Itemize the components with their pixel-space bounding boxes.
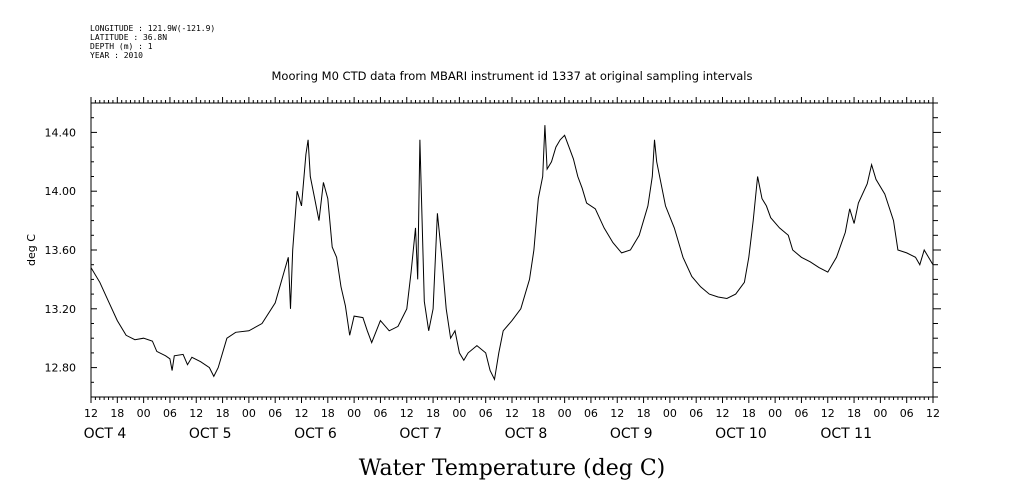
x-tick-label: 12: [610, 407, 624, 420]
y-tick-labels: 12.80 13.20 13.60 14.00 14.40: [45, 126, 77, 374]
metadata-block: LONGITUDE : 121.9W(-121.9) LATITUDE : 36…: [90, 24, 215, 60]
x-tick-label: 06: [584, 407, 598, 420]
x-day-label: OCT 10: [715, 426, 767, 442]
x-tick-label: 12: [400, 407, 414, 420]
plot-frame: [90, 102, 934, 398]
axis-ticks: [90, 97, 941, 403]
x-tick-label: 06: [479, 407, 493, 420]
x-tick-label: 06: [794, 407, 808, 420]
x-tick-label: 12: [84, 407, 98, 420]
x-tick-label: 12: [505, 407, 519, 420]
x-tick-label: 00: [873, 407, 887, 420]
meta-longitude: LONGITUDE : 121.9W(-121.9): [90, 24, 215, 33]
x-tick-label: 00: [137, 407, 151, 420]
x-tick-label: 18: [847, 407, 861, 420]
y-axis-label: deg C: [25, 234, 38, 266]
x-day-label: OCT 5: [189, 426, 232, 442]
x-tick-label: 00: [452, 407, 466, 420]
x-tick-label: 18: [216, 407, 230, 420]
meta-depth: DEPTH (m) : 1: [90, 42, 153, 51]
x-tick-label: 18: [110, 407, 124, 420]
x-tick-label: 00: [558, 407, 572, 420]
x-tick-label: 00: [663, 407, 677, 420]
x-tick-label: 12: [295, 407, 309, 420]
x-axis-label: Water Temperature (deg C): [359, 456, 666, 481]
meta-year: YEAR : 2010: [90, 51, 143, 60]
x-tick-label: 18: [742, 407, 756, 420]
x-tick-label: 12: [926, 407, 940, 420]
x-day-label: OCT 11: [820, 426, 872, 442]
x-tick-label: 00: [242, 407, 256, 420]
x-day-labels: OCT 4 OCT 5 OCT 6 OCT 7 OCT 8 OCT 9 OCT 10 OCT …: [84, 426, 872, 442]
x-tick-label: 06: [163, 407, 177, 420]
y-tick-label: 13.20: [45, 303, 77, 316]
y-tick-label: 13.60: [45, 244, 77, 257]
x-day-label: OCT 4: [84, 426, 127, 442]
x-tick-label: 06: [373, 407, 387, 420]
x-tick-label: 06: [689, 407, 703, 420]
x-tick-label: 00: [768, 407, 782, 420]
x-tick-label: 18: [637, 407, 651, 420]
x-tick-label: 00: [347, 407, 361, 420]
temperature-series-line: [90, 125, 934, 382]
x-tick-label: 18: [426, 407, 440, 420]
x-tick-labels: 12 18 00 06 12 18 00 06 12 18 00 06 12 18 00 06 12 18 00 06…: [84, 407, 940, 420]
x-tick-label: 06: [268, 407, 282, 420]
x-day-label: OCT 7: [399, 426, 442, 442]
y-tick-label: 14.00: [45, 185, 77, 198]
x-day-label: OCT 9: [610, 426, 653, 442]
y-tick-label: 12.80: [45, 362, 77, 375]
meta-latitude: LATITUDE : 36.8N: [90, 33, 167, 42]
x-tick-label: 12: [189, 407, 203, 420]
x-day-label: OCT 6: [294, 426, 337, 442]
x-tick-label: 18: [321, 407, 335, 420]
x-tick-label: 18: [531, 407, 545, 420]
x-tick-label: 12: [821, 407, 835, 420]
chart-title: Mooring M0 CTD data from MBARI instrumen…: [272, 69, 753, 83]
x-day-label: OCT 8: [505, 426, 548, 442]
x-tick-label: 12: [716, 407, 730, 420]
x-tick-label: 06: [900, 407, 914, 420]
y-tick-label: 14.40: [45, 126, 77, 139]
